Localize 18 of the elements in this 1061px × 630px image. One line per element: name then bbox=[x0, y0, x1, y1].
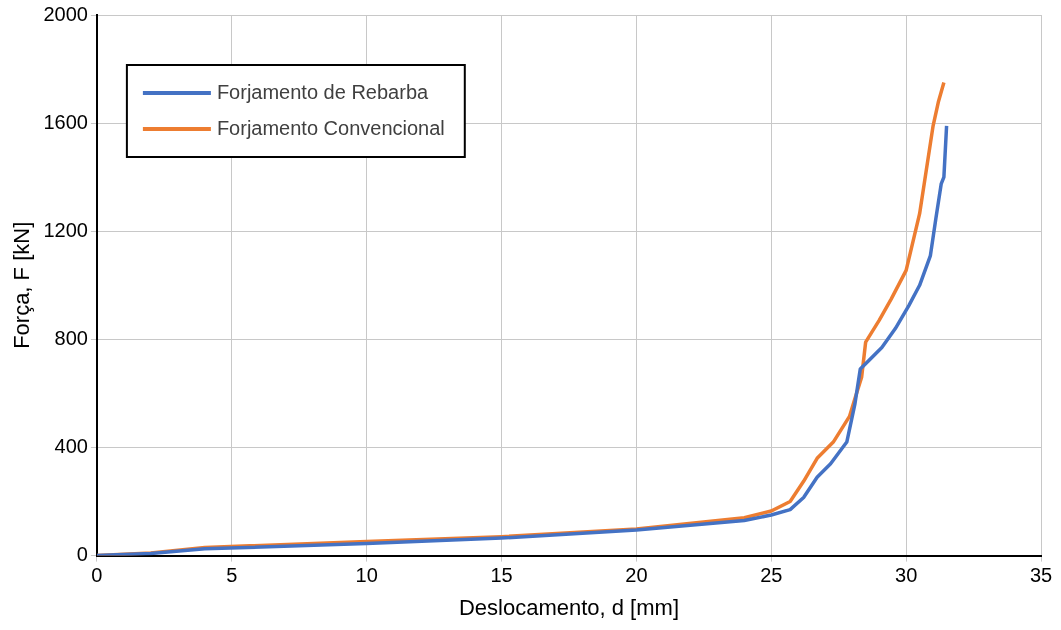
x-tick-label: 30 bbox=[895, 564, 918, 587]
x-tick-label: 20 bbox=[625, 564, 648, 587]
x-tick-label: 5 bbox=[226, 564, 238, 587]
y-tick-label: 2000 bbox=[43, 2, 88, 25]
x-tick-label: 35 bbox=[1029, 564, 1053, 587]
x-tick-label: 10 bbox=[355, 564, 378, 587]
y-axis-title: Força, F [kN] bbox=[9, 221, 35, 349]
y-tick-label: 400 bbox=[54, 435, 88, 457]
legend-label: Forjamento de Rebarba bbox=[216, 80, 429, 103]
x-tick-label: 25 bbox=[760, 564, 783, 587]
y-tick-label: 0 bbox=[76, 543, 88, 566]
x-axis-title: Deslocamento, d [mm] bbox=[458, 594, 679, 620]
legend-label: Forjamento Convencional bbox=[216, 116, 445, 139]
y-tick-label: 1600 bbox=[43, 110, 88, 133]
x-tick-label: 15 bbox=[490, 564, 513, 587]
y-tick-label: 1200 bbox=[43, 218, 88, 241]
y-tick-label: 800 bbox=[54, 326, 88, 349]
x-tick-label: 0 bbox=[91, 564, 103, 587]
